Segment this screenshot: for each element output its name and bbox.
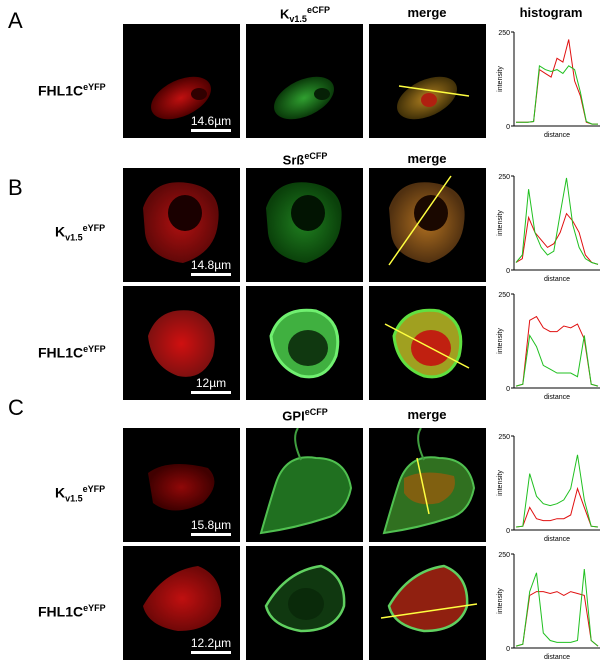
y-tick-label-min: 0 bbox=[506, 646, 510, 653]
y-tick-label-max: 250 bbox=[498, 30, 510, 37]
series-line-1 bbox=[515, 486, 599, 528]
y-tick-label-min: 0 bbox=[506, 528, 510, 535]
series-line-2 bbox=[515, 177, 599, 265]
histogram-svg-row4: 250 0 intensity distance bbox=[497, 434, 600, 543]
micrograph-row1-green bbox=[246, 24, 363, 138]
micrograph-row2-green bbox=[246, 168, 363, 282]
y-axis-label: intensity bbox=[497, 588, 504, 614]
header-c-col2: GPIeCFP bbox=[282, 407, 328, 424]
x-axis-label: distance bbox=[544, 132, 570, 139]
micrograph-row2-merge bbox=[369, 168, 486, 282]
micrograph-row4-merge bbox=[369, 428, 486, 542]
series-line-2 bbox=[515, 568, 599, 647]
scale-bar-row1: 14.6µm bbox=[185, 114, 237, 132]
micrograph-row2-red: 14.8µm bbox=[123, 168, 240, 282]
x-axis-label: distance bbox=[544, 536, 570, 543]
row-label-5: FHL1CeYFP bbox=[38, 603, 106, 620]
series-line-1 bbox=[515, 212, 599, 265]
header-c-col3: merge bbox=[407, 407, 447, 422]
y-axis-label: intensity bbox=[497, 66, 504, 92]
row-label-4: Kv1.5eYFP bbox=[55, 484, 106, 504]
series-line-1 bbox=[516, 39, 598, 125]
x-axis-label: distance bbox=[544, 654, 570, 661]
y-axis-label: intensity bbox=[497, 210, 504, 236]
series-line-1 bbox=[515, 315, 599, 387]
row-label-2: Kv1.5eYFP bbox=[55, 223, 106, 243]
histogram-svg-row5: 250 0 intensity distance bbox=[497, 552, 600, 661]
micrograph-row5-green bbox=[246, 546, 363, 660]
header-a-col2: Kv1.5eCFP bbox=[280, 5, 330, 24]
histogram-row3: 250 0 intensity distance bbox=[492, 286, 604, 409]
scale-bar-row3: 12µm bbox=[185, 376, 237, 394]
x-axis-label: distance bbox=[544, 394, 570, 401]
series-line-2 bbox=[516, 64, 598, 125]
histogram-svg-row1: 250 0 intensity distance bbox=[497, 30, 600, 139]
header-a-col4: histogram bbox=[519, 5, 583, 20]
scale-bar-row5: 12.2µm bbox=[185, 636, 237, 654]
y-tick-label-max: 250 bbox=[498, 292, 510, 299]
micrograph-row4-red: 15.8µm bbox=[123, 428, 240, 542]
histogram-row2: 250 0 intensity distance bbox=[492, 168, 604, 291]
series-line-2 bbox=[515, 454, 599, 528]
header-a-col3: merge bbox=[407, 5, 447, 20]
y-tick-label-min: 0 bbox=[506, 386, 510, 393]
panel-letter-a: A bbox=[8, 8, 23, 33]
scale-bar-row2: 14.8µm bbox=[185, 258, 237, 276]
panel-letter-b: B bbox=[8, 175, 23, 200]
header-b-col3: merge bbox=[407, 151, 447, 166]
micrograph-row3-green bbox=[246, 286, 363, 400]
y-axis-label: intensity bbox=[497, 328, 504, 354]
micrograph-row3-merge bbox=[369, 286, 486, 400]
histogram-svg-row2: 250 0 intensity distance bbox=[497, 174, 600, 283]
panel-letter-c: C bbox=[8, 395, 24, 420]
micrograph-row1-red: 14.6µm bbox=[123, 24, 240, 138]
histogram-row5: 250 0 intensity distance bbox=[492, 546, 604, 669]
histogram-svg-row3: 250 0 intensity distance bbox=[497, 292, 600, 401]
row-label-3: FHL1CeYFP bbox=[38, 344, 106, 361]
header-b-col2: SrßeCFP bbox=[282, 151, 328, 168]
row-label-1: FHL1CeYFP bbox=[38, 82, 106, 99]
y-tick-label-min: 0 bbox=[506, 124, 510, 131]
y-axis-label: intensity bbox=[497, 470, 504, 496]
micrograph-row3-red: 12µm bbox=[123, 286, 240, 400]
histogram-row4: 250 0 intensity distance bbox=[492, 428, 604, 551]
y-tick-label-max: 250 bbox=[498, 552, 510, 559]
y-tick-label-max: 250 bbox=[498, 174, 510, 181]
micrograph-row1-merge bbox=[369, 24, 486, 138]
x-axis-label: distance bbox=[544, 276, 570, 283]
scale-bar-row4: 15.8µm bbox=[185, 518, 237, 536]
micrograph-row4-green bbox=[246, 428, 363, 542]
micrograph-row5-red: 12.2µm bbox=[123, 546, 240, 660]
histogram-row1: 250 0 intensity distance bbox=[492, 24, 604, 147]
series-line-2 bbox=[515, 333, 599, 387]
y-tick-label-min: 0 bbox=[506, 268, 510, 275]
micrograph-row5-merge bbox=[369, 546, 486, 660]
y-tick-label-max: 250 bbox=[498, 434, 510, 441]
